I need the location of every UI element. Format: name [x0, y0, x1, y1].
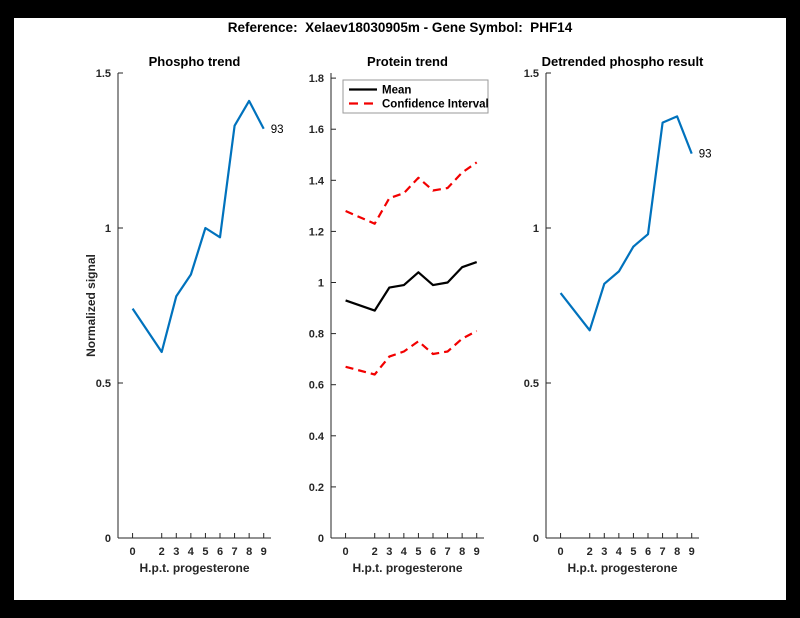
x-tick-label: 3 [601, 546, 607, 558]
point-annotation: 93 [271, 124, 284, 136]
x-tick-label: 7 [232, 546, 238, 558]
chart-title: Phospho trend [149, 54, 241, 69]
x-tick-label: 7 [445, 546, 451, 558]
x-tick-label: 3 [386, 546, 392, 558]
x-tick-label: 0 [343, 546, 349, 558]
x-tick-label: 2 [372, 546, 378, 558]
y-tick-label: 0.6 [309, 380, 324, 392]
y-tick-label: 1.2 [309, 226, 324, 238]
y-tick-label: 0.5 [524, 378, 539, 390]
y-tick-label: 0.8 [309, 329, 324, 341]
x-tick-label: 0 [130, 546, 136, 558]
series-mean [345, 261, 478, 312]
subplot-phospho-trend: 0 0.5 1 1.5 0 2 3 4 5 6 7 8 9 Phospho trend H.p.t. pro… [84, 54, 284, 575]
x-tick-label: 8 [246, 546, 252, 558]
subplot-detrended-phospho-result: 0 0.5 1 1.5 0 2 3 4 5 6 7 8 9 Detrended phospho resul… [524, 54, 712, 575]
legend: Mean Confidence Interval [342, 79, 489, 114]
x-tick-label: 4 [616, 546, 623, 558]
legend-box [342, 79, 489, 114]
x-tick-label: 9 [689, 546, 695, 558]
x-tick-label: 7 [660, 546, 666, 558]
chart-title: Protein trend [367, 54, 448, 69]
x-axis-label: H.p.t. progesterone [139, 561, 249, 575]
x-axis-label: H.p.t. progesterone [352, 561, 462, 575]
y-tick-label: 0 [105, 533, 111, 545]
y-tick-label: 1.5 [524, 68, 539, 80]
legend-label: Mean [382, 85, 411, 97]
y-tick-label: 0.2 [309, 482, 324, 494]
x-tick-label: 6 [430, 546, 436, 558]
x-tick-label: 4 [188, 546, 195, 558]
y-tick-label: 1 [105, 223, 111, 235]
x-tick-label: 9 [261, 546, 267, 558]
x-tick-label: 2 [587, 546, 593, 558]
legend-label: Confidence Interval [382, 99, 489, 111]
y-tick-label: 1 [533, 223, 539, 235]
y-axis-label: Normalized signal [84, 254, 98, 357]
series-confidence-interval-lower [345, 330, 478, 376]
x-tick-label: 5 [415, 546, 421, 558]
x-axis-label: H.p.t. progesterone [567, 561, 677, 575]
figure-canvas [14, 18, 786, 600]
y-tick-label: 0 [318, 533, 324, 545]
y-tick-label: 1.4 [309, 175, 325, 187]
x-tick-label: 4 [401, 546, 408, 558]
y-tick-label: 0 [533, 533, 539, 545]
x-tick-label: 0 [558, 546, 564, 558]
y-tick-label: 0.4 [309, 431, 325, 443]
x-tick-label: 3 [173, 546, 179, 558]
subplot-protein-trend: 0 0.2 0.4 0.6 0.8 1 1.2 1.4 1.6 1.8 0 2 3 4 5 6 7 8 9 Prote… [309, 54, 489, 575]
y-tick-label: 1.6 [309, 124, 324, 136]
series-confidence-interval-upper [345, 161, 478, 225]
x-tick-label: 9 [474, 546, 480, 558]
y-tick-label: 1 [318, 278, 324, 290]
series-phospho-signal [131, 99, 265, 354]
x-tick-label: 6 [217, 546, 223, 558]
x-tick-label: 6 [645, 546, 651, 558]
y-tick-label: 0.5 [96, 378, 111, 390]
y-tick-label: 1.5 [96, 68, 111, 80]
y-tick-label: 1.8 [309, 73, 324, 85]
figure-suptitle: Reference: Xelaev18030905m - Gene Symbol… [227, 20, 573, 35]
point-annotation: 93 [699, 149, 712, 161]
x-tick-label: 5 [630, 546, 636, 558]
x-tick-label: 2 [159, 546, 165, 558]
x-tick-label: 8 [674, 546, 680, 558]
x-tick-label: 8 [459, 546, 465, 558]
series-detrended-phospho-signal [559, 115, 693, 332]
chart-title: Detrended phospho result [542, 54, 704, 69]
x-tick-label: 5 [202, 546, 208, 558]
